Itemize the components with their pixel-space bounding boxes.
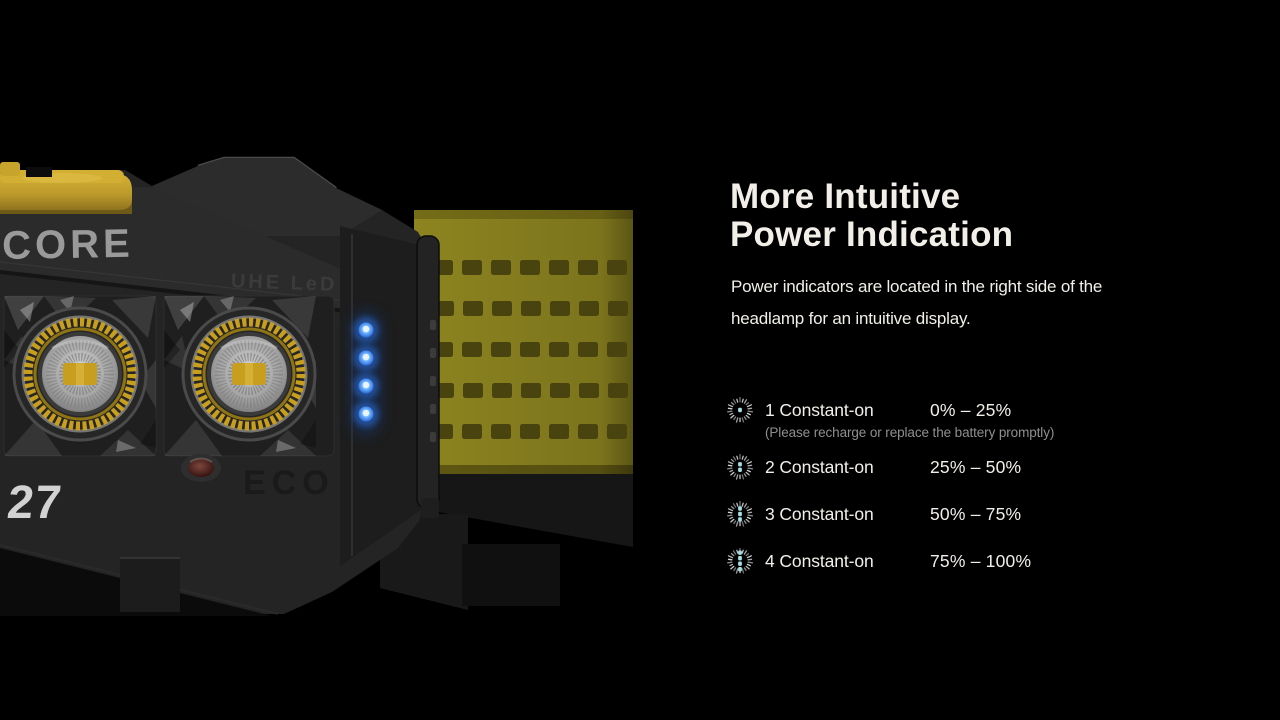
strap-clip <box>416 235 440 518</box>
strap-perforations <box>433 260 628 439</box>
product-image: CORE UHE LeD ECO <box>0 156 633 616</box>
battery-gauge-icon-3 <box>727 500 754 527</box>
top-switch-button <box>0 162 132 214</box>
battery-gauge-icon-2 <box>727 453 754 480</box>
headlamp-body: CORE UHE LeD ECO <box>0 156 427 616</box>
title-line-2: Power Indication <box>730 215 1014 254</box>
brand-text: CORE <box>2 222 134 268</box>
headband-strap <box>414 210 633 547</box>
led-type-text: UHE LeD <box>231 270 338 296</box>
description-line-2: headlamp for an intuitive display. <box>731 309 971 328</box>
red-aux-led <box>188 459 214 477</box>
level-note: (Please recharge or replace the battery … <box>765 425 1055 440</box>
level-range: 75% – 100% <box>930 550 1032 571</box>
level-range: 25% – 50% <box>930 456 1022 477</box>
level-label: 1 Constant-on <box>765 399 874 420</box>
lens-panel-left <box>3 295 157 457</box>
blue-led-4 <box>353 401 379 427</box>
power-level-row-3: 3 Constant-on 50% – 75% <box>727 500 1147 527</box>
description-line-1: Power indicators are located in the righ… <box>731 277 1103 296</box>
description: Power indicators are located in the righ… <box>731 271 1102 335</box>
level-label: 4 Constant-on <box>765 550 874 571</box>
blue-led-2 <box>353 345 379 371</box>
model-text: 27 <box>5 475 65 528</box>
power-level-row-4: 4 Constant-on 75% – 100% <box>727 547 1147 574</box>
ghost-text: ECO <box>243 464 335 502</box>
headlamp-illustration: CORE UHE LeD ECO <box>0 156 633 616</box>
level-label: 3 Constant-on <box>765 503 874 524</box>
power-level-row-1: 1 Constant-on 0% – 25% <box>727 396 1147 423</box>
battery-gauge-icon-1 <box>727 396 754 423</box>
power-level-list: 1 Constant-on 0% – 25% (Please recharge … <box>727 396 1147 595</box>
lens-panel-right <box>163 295 335 457</box>
blue-led-3 <box>353 373 379 399</box>
blue-led-1 <box>353 317 379 343</box>
battery-gauge-icon-4 <box>727 547 754 574</box>
level-range: 50% – 75% <box>930 503 1022 524</box>
power-led-cluster <box>340 226 424 566</box>
level-label: 2 Constant-on <box>765 456 874 477</box>
title-line-1: More Intuitive <box>730 177 961 216</box>
level-range: 0% – 25% <box>930 399 1012 420</box>
page-title: More Intuitive Power Indication <box>730 178 1013 254</box>
power-level-row-2: 2 Constant-on 25% – 50% <box>727 453 1147 480</box>
